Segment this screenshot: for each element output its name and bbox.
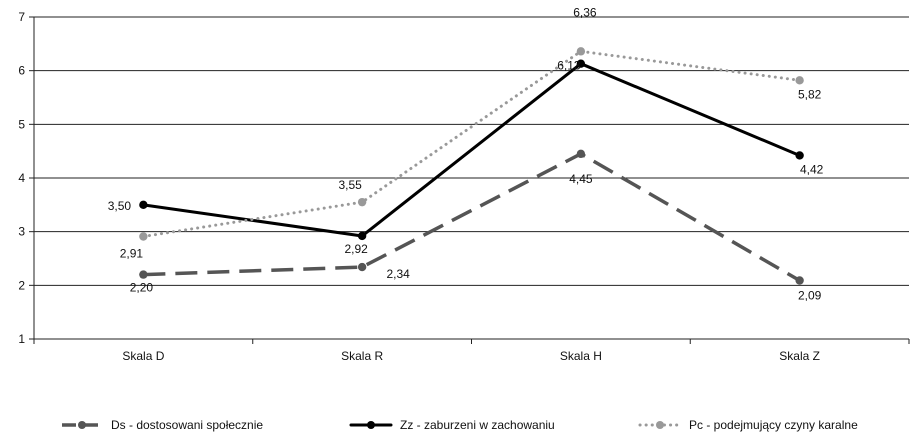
y-tick-label: 6 [18,64,25,78]
x-tick-label: Skala D [122,349,164,363]
x-tick-label: Skala H [560,349,602,363]
legend-marker [367,421,375,429]
data-point [576,149,586,159]
data-point [576,47,586,56]
x-tick-label: Skala R [341,349,383,363]
data-point [795,276,804,285]
grid-lines [34,16,909,340]
series-line [143,152,801,283]
data-label: 6,13 [557,58,581,72]
legend-item: Pc - podejmujący czyny karalne [638,418,858,432]
series-line [141,49,802,238]
data-label: 2,92 [344,242,368,256]
data-label: 2,09 [798,289,822,303]
data-label: 4,42 [800,162,824,176]
data-label: 6,36 [573,6,597,20]
data-point [795,76,804,85]
data-label: 3,50 [108,199,132,213]
data-label: 4,45 [569,172,593,186]
data-point [357,262,367,272]
y-tick-label: 3 [18,225,25,239]
legend-marker [78,421,86,429]
series-layer [139,47,804,285]
legend-marker [656,421,664,429]
data-label: 2,34 [386,267,410,281]
x-tick-label: Skala Z [779,349,820,363]
series-line [141,62,802,238]
y-tick-label: 7 [18,10,25,24]
legend-label: Ds - dostosowani społecznie [111,418,263,432]
legend: Ds - dostosowani społecznie Zz - zaburzen… [62,418,858,432]
data-label: 5,82 [798,87,822,101]
legend-item: Zz - zaburzeni w zachowaniu [349,418,555,432]
data-point [576,59,586,68]
legend-label: Pc - podejmujący czyny karalne [689,418,858,432]
y-tick-label: 4 [18,171,25,185]
legend-label: Zz - zaburzeni w zachowaniu [400,418,555,432]
legend-item: Ds - dostosowani społecznie [62,418,263,432]
data-point [139,200,148,210]
y-tick-label: 2 [18,278,25,292]
data-point [357,197,367,207]
y-tick-label: 1 [18,332,25,346]
data-point [139,270,148,279]
data-label: 2,91 [120,246,144,260]
x-axis: Skala D Skala R Skala H Skala Z [33,339,910,363]
data-label: 3,55 [338,178,362,192]
data-point [357,231,367,241]
data-point [139,232,148,241]
y-axis: 1 2 3 4 5 6 7 [18,10,35,346]
data-point [795,151,804,160]
data-label: 2,20 [130,281,154,295]
data-labels-layer: 2,20 2,34 4,45 2,09 3,50 2,92 6,36 4,42 2,91 3,55… [108,6,824,303]
y-tick-label: 5 [18,117,25,131]
